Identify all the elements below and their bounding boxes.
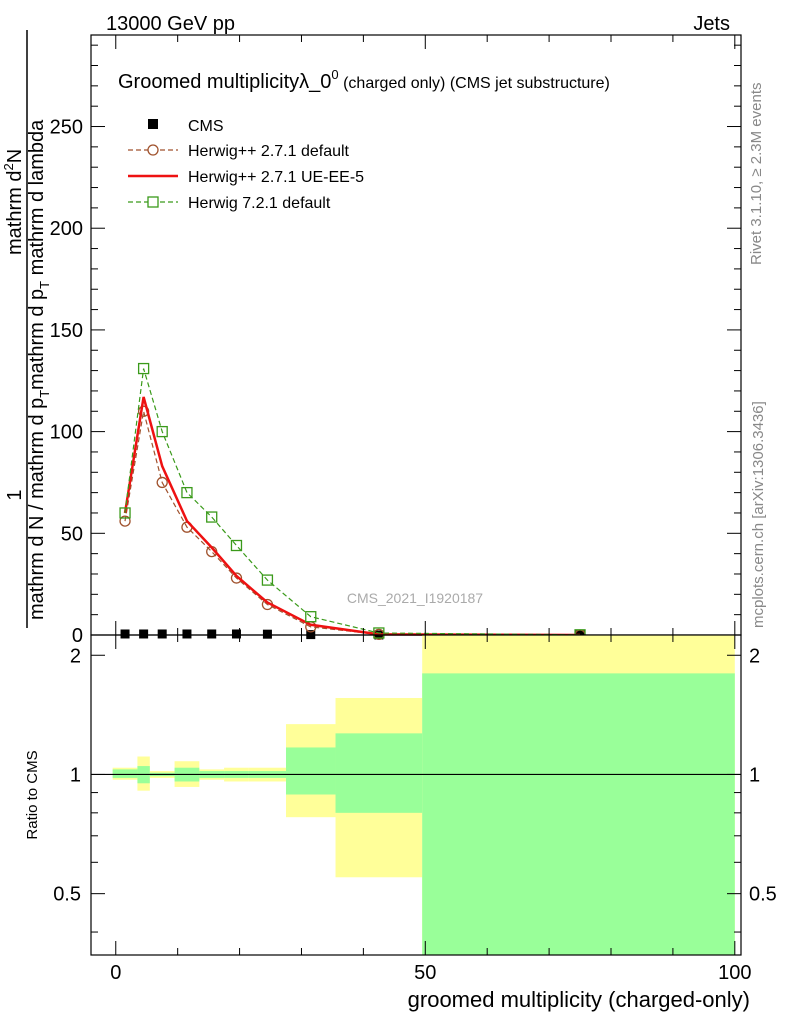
- mcplots-label: mcplots.cern.ch [arXiv:1306.3436]: [750, 401, 767, 628]
- y-axis-label-top-rest: N: [4, 149, 26, 163]
- series-line-3: [124, 368, 581, 636]
- y-axis-label-denominator-text: mathrm d N / mathrm d p: [26, 398, 48, 620]
- series-3-point-7: [305, 611, 317, 623]
- legend: CMS Herwig++ 2.7.1 default Herwig++ 2.7.1 …: [128, 118, 364, 212]
- ratio-y-axis-label: Ratio to CMS: [24, 750, 41, 839]
- series-1-point-0: [119, 515, 131, 527]
- y-axis-label-bottom: mathrm d pT mathrm d lambda: [26, 119, 52, 390]
- ratio-y-tick-label-right-0: 0.5: [749, 884, 777, 906]
- x-axis-label: groomed multiplicity (charged-only): [408, 987, 750, 1012]
- series-3-point-5: [230, 539, 243, 552]
- series-1-point-5: [230, 572, 243, 584]
- ratio-plot-ticks: 0.5 0.5 1 1 2 2 0 50 100: [53, 635, 777, 984]
- series-0-point-5: [231, 629, 241, 639]
- ratio-y-tick-label-right-1: 1: [749, 764, 760, 786]
- legend-label-3: Herwig 7.2.1 default: [188, 195, 331, 212]
- x-tick-label-0: 0: [110, 962, 121, 984]
- series-3-point-1: [137, 362, 150, 375]
- y-axis-label: 1 mathrm d N / mathrm d pT mathrm d2N ma…: [1, 30, 52, 628]
- y-axis-label-top-text: mathrm d: [4, 171, 26, 255]
- y-axis-label-bottom-sub: T: [37, 281, 52, 289]
- watermark: CMS_2021_I1920187: [347, 590, 483, 606]
- series-3-point-4: [206, 511, 218, 523]
- rivet-label: Rivet 3.1.10, ≥ 2.3M events: [748, 83, 765, 266]
- plot-title: Groomed multiplicityλ_00 (charged only) …: [118, 67, 610, 93]
- y-axis-label-top: mathrm d2N: [1, 149, 26, 255]
- y-tick-label-0: 0: [72, 625, 83, 647]
- series-0-point-6: [262, 629, 272, 639]
- legend-item-3: Herwig 7.2.1 default: [128, 195, 331, 212]
- ratio-y-tick-label-right-2: 2: [749, 645, 760, 667]
- ratio-y-tick-label-left-1: 1: [70, 764, 81, 786]
- main-plot: 0 50 100 150 200 250 CMS_2021_I1920187 Groome…: [1, 30, 742, 647]
- header-process: Jets: [693, 13, 730, 35]
- plot-title-sup: 0: [331, 67, 338, 82]
- header-energy: 13000 GeV pp: [106, 13, 235, 35]
- series-3-point-3: [181, 486, 193, 499]
- series-line-1: [124, 411, 581, 636]
- series-line-2: [123, 396, 581, 637]
- series-0-point-1: [139, 629, 149, 639]
- ratio-band-green-8: [335, 733, 423, 813]
- ratio-plot-frame: [90, 634, 742, 956]
- ratio-band-green-7: [286, 747, 336, 795]
- ratio-band-green-9: [422, 673, 735, 955]
- ratio-plot-bands: [91, 635, 741, 955]
- ratio-band-green-0: [112, 769, 138, 778]
- y-tick-label-1: 50: [61, 523, 83, 545]
- legend-marker-1: [147, 144, 159, 156]
- series-3-point-6: [261, 574, 274, 586]
- series-0-point-0: [120, 629, 130, 639]
- series-3-point-2: [156, 425, 168, 438]
- plot-title-suffix: (charged only) (CMS jet substructure): [339, 75, 610, 92]
- series-3-point-0: [119, 507, 131, 519]
- y-tick-label-5: 250: [50, 117, 83, 139]
- y-axis-label-top-sup: 2: [1, 163, 16, 170]
- legend-item-0: CMS: [148, 118, 224, 135]
- main-plot-ticks: 0 50 100 150 200 250: [50, 35, 741, 647]
- legend-marker-0: [148, 119, 158, 129]
- plot-title-lambda: λ_0: [299, 71, 331, 93]
- legend-label-0: CMS: [188, 118, 224, 135]
- series-3-point-8: [373, 627, 385, 639]
- series-0-point-3: [182, 629, 192, 639]
- main-plot-marks: [119, 362, 586, 641]
- series-0-point-4: [207, 629, 217, 639]
- series-1-point-2: [156, 476, 168, 489]
- y-tick-label-4: 200: [50, 218, 83, 240]
- plot-title-main: Groomed multiplicity: [118, 71, 299, 93]
- legend-item-2: Herwig++ 2.7.1 UE-EE-5: [128, 169, 364, 186]
- y-tick-label-2: 100: [50, 422, 83, 444]
- y-axis-label-bottom-text: mathrm d p: [26, 289, 48, 390]
- y-axis-label-denominator-sub: T: [37, 390, 52, 398]
- legend-marker-3: [147, 196, 159, 208]
- y-axis-label-denominator: mathrm d N / mathrm d pT: [26, 390, 52, 620]
- ratio-plot: 0.5 0.5 1 1 2 2 0 50 100 Ratio to CMS: [24, 634, 777, 984]
- y-tick-label-3: 150: [50, 320, 83, 342]
- series-0-point-2: [157, 629, 167, 639]
- ratio-y-tick-label-left-2: 2: [70, 645, 81, 667]
- legend-item-1: Herwig++ 2.7.1 default: [128, 143, 350, 160]
- ratio-y-tick-label-left-0: 0.5: [53, 884, 81, 906]
- y-axis-label-bottom-rest: mathrm d lambda: [26, 119, 48, 281]
- x-tick-label-2: 100: [718, 962, 751, 984]
- x-tick-label-1: 50: [414, 962, 436, 984]
- y-axis-label-numerator: 1: [4, 489, 26, 500]
- legend-label-1: Herwig++ 2.7.1 default: [188, 143, 350, 160]
- legend-label-2: Herwig++ 2.7.1 UE-EE-5: [188, 169, 364, 186]
